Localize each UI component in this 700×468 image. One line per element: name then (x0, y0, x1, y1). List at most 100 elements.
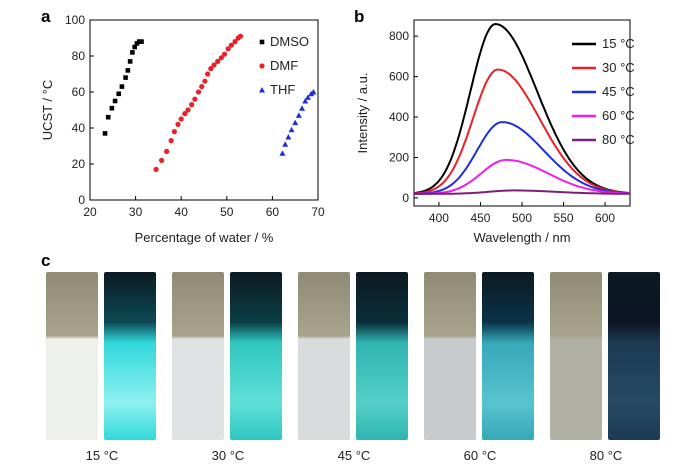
data-point (185, 107, 191, 113)
x-tick-label: 450 (470, 211, 490, 225)
x-tick-label: 550 (554, 211, 574, 225)
x-tick-label: 400 (429, 211, 449, 225)
temperature-caption: 15 °C (86, 448, 119, 463)
data-point (158, 157, 165, 163)
panel-letter-b: b (354, 7, 364, 26)
data-point (218, 55, 224, 61)
spectrum-line (414, 121, 630, 195)
panel-b-y-axis-label: Intensity / a.u. (355, 73, 370, 154)
legend-label: 80 °C (602, 132, 635, 147)
series-dmf (153, 33, 244, 172)
data-point (195, 89, 202, 95)
ambient-light-vial (46, 272, 98, 440)
panel-a-data-points (102, 33, 317, 172)
y-tick-label: 0 (78, 193, 85, 207)
data-point (302, 98, 309, 104)
y-tick-label: 400 (389, 110, 409, 124)
data-point (205, 71, 211, 77)
x-tick-label: 600 (595, 211, 615, 225)
spectrum-line (413, 22, 631, 195)
data-point (109, 105, 115, 111)
data-point (304, 94, 311, 100)
uv-light-vial (356, 272, 408, 440)
x-tick-label: 60 (266, 205, 280, 219)
data-point (175, 121, 181, 127)
photo-pair: 45 °C (298, 272, 408, 463)
data-point (182, 111, 188, 117)
uv-light-vial (608, 272, 660, 440)
data-point (232, 39, 238, 45)
data-point (295, 112, 302, 118)
panel-b-x-axis-label: Wavelength / nm (473, 230, 570, 245)
data-point (119, 84, 125, 89)
data-point (225, 46, 231, 52)
data-point (132, 44, 137, 50)
y-tick-label: 20 (72, 157, 86, 171)
spectrum-line (414, 158, 631, 195)
data-point (139, 39, 144, 44)
series-dmso (102, 39, 144, 136)
data-point (279, 150, 286, 156)
legend-label: 30 °C (602, 60, 635, 75)
temperature-caption: 80 °C (590, 448, 623, 463)
photo-pair: 60 °C (424, 272, 534, 463)
y-tick-label: 80 (72, 49, 86, 63)
panel-letter-c: c (41, 251, 50, 270)
data-point (285, 134, 292, 140)
y-tick-label: 200 (389, 150, 409, 164)
ambient-light-vial (172, 272, 224, 440)
uv-light-vial (104, 272, 156, 440)
data-point (228, 42, 234, 48)
panel-a-y-axis-label: UCST / °C (40, 80, 55, 141)
legend-label: DMSO (270, 34, 309, 49)
x-tick-label: 30 (129, 205, 143, 219)
panel-a-legend: DMSO DMF THF (259, 34, 309, 97)
legend-label: 15 °C (602, 36, 635, 51)
uv-light-vial (482, 272, 534, 440)
data-point (112, 98, 118, 104)
x-tick-label: 500 (512, 211, 532, 225)
legend-label: 60 °C (602, 108, 635, 123)
ambient-light-vial (424, 272, 476, 440)
uv-light-vial (230, 272, 282, 440)
data-point (178, 116, 184, 122)
ambient-light-vial (550, 272, 602, 440)
photo-pair: 80 °C (550, 272, 660, 463)
data-point (116, 91, 122, 97)
data-point (153, 166, 159, 172)
y-tick-label: 60 (72, 85, 86, 99)
data-point (211, 62, 217, 68)
y-tick-label: 600 (389, 70, 409, 84)
data-point (282, 141, 289, 147)
temperature-caption: 30 °C (212, 448, 245, 463)
legend-label: THF (270, 82, 295, 97)
y-tick-label: 0 (402, 191, 409, 205)
data-point (168, 138, 174, 144)
panel-b-emission-chart: b 400 450 500 550 600 0 200 400 600 800 15 °C 30 °… (354, 7, 635, 245)
data-point (130, 50, 135, 55)
x-tick-label: 50 (220, 205, 234, 219)
data-point (199, 84, 205, 90)
data-point (102, 131, 108, 136)
y-tick-label: 800 (389, 29, 409, 43)
photo-pair: 15 °C (46, 272, 156, 463)
data-point (105, 114, 111, 120)
legend-marker (259, 63, 265, 69)
data-point (299, 105, 306, 111)
data-point (215, 58, 221, 64)
x-tick-label: 70 (311, 205, 325, 219)
panel-c-photographs: c 15 °C 30 °C 45 °C 60 °C 80 °C (41, 251, 660, 463)
temperature-caption: 60 °C (464, 448, 497, 463)
panel-a-x-axis-label: Percentage of water / % (135, 230, 274, 245)
data-point (127, 59, 133, 64)
legend-label: DMF (270, 58, 298, 73)
photo-row: 15 °C 30 °C 45 °C 60 °C 80 °C (46, 272, 660, 463)
data-point (288, 126, 295, 133)
spectrum-line (414, 189, 630, 195)
data-point (208, 66, 214, 72)
data-point (171, 129, 177, 135)
data-point (292, 119, 299, 126)
